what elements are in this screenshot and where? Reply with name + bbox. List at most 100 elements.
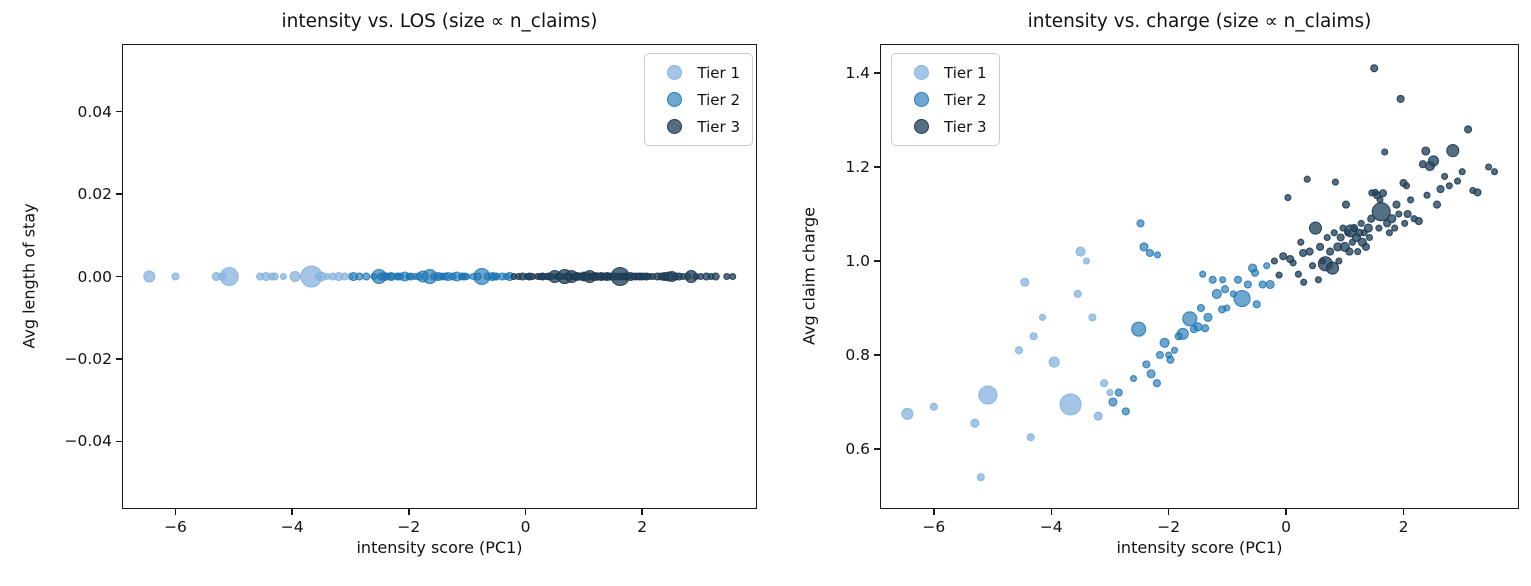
scatter-point-tier-3 <box>1485 163 1493 171</box>
y-tick-los <box>116 193 123 195</box>
scatter-point-tier-1 <box>270 272 279 281</box>
scatter-point-tier-3 <box>1464 125 1473 134</box>
y-tick-los <box>116 275 123 278</box>
scatter-point-tier-3 <box>1396 94 1405 103</box>
scatter-point-tier-1 <box>1106 389 1114 397</box>
y-tick-label-los: 0.00 <box>77 267 112 286</box>
scatter-point-tier-3 <box>723 272 731 281</box>
scatter-point-tier-2 <box>1233 290 1251 308</box>
x-tick-charge <box>1402 508 1405 515</box>
scatter-point-tier-1 <box>171 272 180 281</box>
scatter-point-tier-2 <box>1201 324 1210 333</box>
legend-item-tier-3: Tier 3 <box>900 113 987 140</box>
scatter-point-tier-3 <box>1299 248 1308 258</box>
legend-label-tier-2: Tier 2 <box>697 90 740 109</box>
scatter-point-tier-2 <box>1129 374 1138 383</box>
scatter-point-tier-3 <box>1401 219 1409 227</box>
scatter-point-tier-3 <box>1300 278 1308 286</box>
scatter-point-tier-3 <box>1335 257 1343 265</box>
scatter-point-tier-1 <box>976 473 985 482</box>
scatter-point-tier-2 <box>1131 321 1147 337</box>
scatter-point-tier-3 <box>1330 229 1338 237</box>
scatter-point-tier-2 <box>1199 270 1207 278</box>
scatter-point-tier-3 <box>1365 233 1374 242</box>
scatter-point-tier-3 <box>1490 168 1499 176</box>
scatter-point-tier-2 <box>1121 407 1130 416</box>
legend-label-tier-1: Tier 1 <box>697 63 740 82</box>
y-tick-charge <box>874 260 881 262</box>
x-tick-label-los: 2 <box>637 518 648 536</box>
scatter-point-tier-2 <box>1155 350 1164 360</box>
scatter-point-tier-2 <box>1142 360 1151 369</box>
scatter-point-tier-3 <box>711 272 720 281</box>
scatter-point-tier-3 <box>1361 242 1370 251</box>
scatter-point-tier-2 <box>1146 369 1156 379</box>
scatter-point-tier-2 <box>1250 268 1260 277</box>
scatter-point-tier-3 <box>1294 270 1302 278</box>
scatter-point-tier-3 <box>1305 247 1314 256</box>
scatter-point-tier-1 <box>1029 332 1038 341</box>
x-tick-los <box>291 508 293 515</box>
scatter-point-tier-3 <box>1284 194 1292 202</box>
legend-item-tier-1: Tier 1 <box>900 59 987 86</box>
scatter-point-tier-3 <box>1445 182 1453 190</box>
x-tick-charge <box>1050 508 1052 515</box>
scatter-point-tier-3 <box>1391 224 1399 232</box>
x-tick-label-charge: 2 <box>1398 518 1409 536</box>
x-tick-label-los: 0 <box>520 518 531 536</box>
scatter-point-tier-2 <box>1193 322 1203 332</box>
scatter-point-tier-3 <box>1441 172 1449 180</box>
x-tick-label-charge: −6 <box>922 518 946 536</box>
y-tick-label-charge: 1.2 <box>845 158 870 176</box>
x-tick-label-charge: −4 <box>1039 518 1063 536</box>
scatter-point-tier-3 <box>1421 146 1431 156</box>
legend-item-tier-1: Tier 1 <box>653 59 740 86</box>
chart-title-los: intensity vs. LOS (size ∝ n_claims) <box>281 11 598 32</box>
scatter-point-tier-1 <box>1026 433 1035 442</box>
y-tick-label-charge: 1.0 <box>845 252 870 270</box>
scatter-point-tier-1 <box>970 418 980 428</box>
scatter-point-tier-2 <box>1139 242 1149 252</box>
legend-label-tier-2: Tier 2 <box>944 90 987 109</box>
y-tick-label-charge: 0.8 <box>845 346 870 364</box>
scatter-point-tier-2 <box>1170 346 1179 354</box>
x-tick-charge <box>1167 508 1170 515</box>
scatter-point-tier-3 <box>1289 259 1297 267</box>
legend-charge: Tier 1 Tier 2 Tier 3 <box>891 53 1000 146</box>
x-tick-los <box>174 508 177 515</box>
scatter-point-tier-1 <box>901 407 914 420</box>
scatter-point-tier-3 <box>1331 178 1339 186</box>
scatter-point-tier-3 <box>1432 200 1442 209</box>
x-tick-label-charge: 0 <box>1281 518 1292 536</box>
scatter-point-tier-1 <box>1073 289 1082 298</box>
y-tick-charge <box>874 166 881 168</box>
scatter-point-tier-3 <box>1385 229 1393 237</box>
scatter-point-tier-3 <box>1375 224 1383 232</box>
legend-label-tier-3: Tier 3 <box>697 117 740 136</box>
scatter-layer-los <box>143 265 737 288</box>
scatter-point-tier-1 <box>1059 393 1082 416</box>
scatter-point-tier-3 <box>1325 261 1340 275</box>
scatter-point-tier-1 <box>1093 411 1103 421</box>
scatter-point-tier-3 <box>1387 214 1397 224</box>
y-tick-label-charge: 1.4 <box>845 64 870 82</box>
scatter-point-tier-3 <box>1345 247 1354 256</box>
x-axis-label-charge: intensity score (PC1) <box>1116 538 1283 557</box>
scatter-point-tier-2 <box>1196 303 1206 313</box>
y-tick-los <box>116 358 123 360</box>
scatter-point-tier-1 <box>1075 246 1086 257</box>
scatter-point-tier-3 <box>1381 148 1389 156</box>
scatter-point-tier-3 <box>1270 257 1278 265</box>
scatter-point-tier-3 <box>1446 144 1460 158</box>
scatter-point-tier-2 <box>355 272 364 281</box>
x-tick-los <box>408 508 410 515</box>
scatter-point-tier-1 <box>1038 313 1047 321</box>
scatter-point-tier-2 <box>362 272 371 281</box>
scatter-point-tier-1 <box>279 272 287 281</box>
scatter-point-tier-2 <box>1233 275 1243 284</box>
plot-area-los: intensity vs. LOS (size ∝ n_claims) Avg … <box>20 11 757 557</box>
legend-marker-icon-tier-2 <box>667 92 683 107</box>
x-tick-los <box>641 508 643 515</box>
scatter-point-tier-2 <box>1166 355 1175 364</box>
